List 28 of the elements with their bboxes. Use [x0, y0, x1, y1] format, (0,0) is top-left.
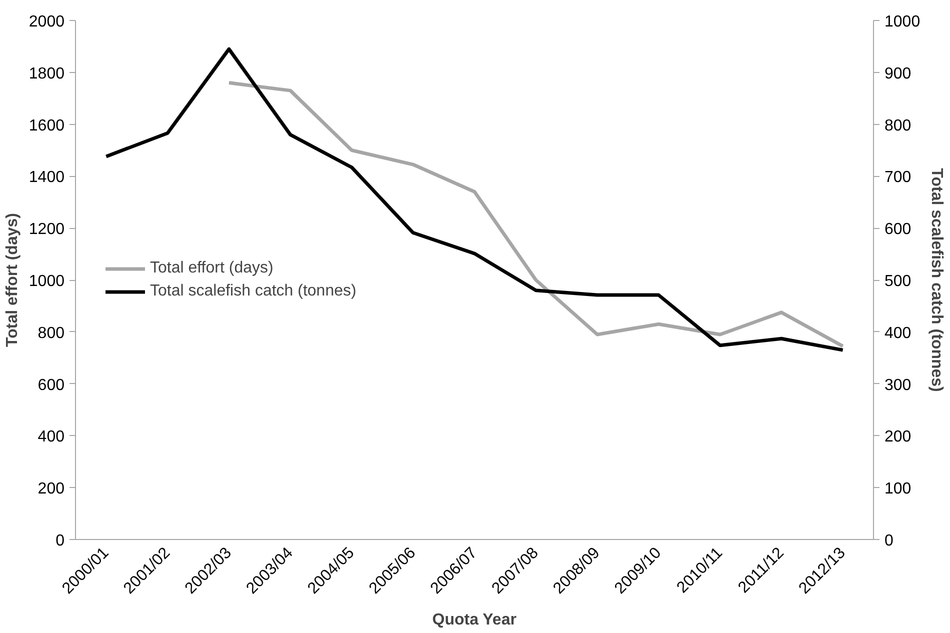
y2-tick-label: 800 — [884, 117, 912, 134]
legend-label: Total effort (days) — [150, 259, 274, 277]
y-tick-label: 800 — [38, 324, 65, 342]
y-tick-label: 600 — [38, 376, 65, 394]
y2-tick-label: 400 — [884, 324, 912, 342]
y-tick-label: 1400 — [28, 169, 65, 186]
line-series — [104, 47, 845, 352]
y2-tick-label: 900 — [884, 65, 912, 82]
y-tick-label: 0 — [56, 532, 65, 550]
y-tick-label: 1200 — [28, 221, 65, 238]
y-axis-title: Total effort (days) — [4, 213, 21, 347]
y-tick-label: 400 — [38, 428, 65, 446]
y-tick-label: 2000 — [28, 14, 65, 30]
y2-tick-label: 200 — [884, 428, 912, 446]
y2-axis-title: Total scalefish catch (tonnes) — [928, 168, 946, 392]
y-tick-label: 200 — [38, 480, 65, 498]
y2-tick-label: 0 — [884, 532, 894, 550]
y2-tick-label: 100 — [884, 480, 912, 498]
legend-label: Total scalefish catch (tonnes) — [150, 282, 356, 300]
y2-tick-label: 600 — [884, 221, 912, 238]
y-tick-label: 1000 — [28, 273, 65, 290]
y2-tick-label: 500 — [884, 273, 912, 290]
x-axis-title: Quota Year — [432, 611, 516, 628]
y2-tick-label: 1000 — [884, 14, 920, 30]
y-tick-label: 1800 — [28, 65, 65, 82]
y2-tick-label: 300 — [884, 376, 912, 394]
y-tick-label: 1600 — [28, 117, 65, 134]
y2-tick-label: 700 — [884, 169, 912, 186]
